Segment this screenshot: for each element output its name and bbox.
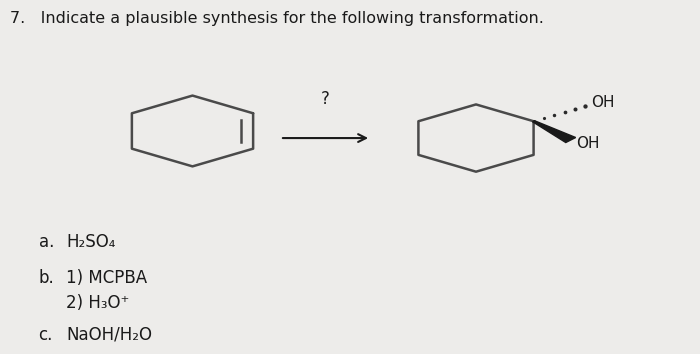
- Text: NaOH/H₂O: NaOH/H₂O: [66, 326, 153, 343]
- Polygon shape: [533, 121, 575, 143]
- Text: a.: a.: [38, 234, 54, 251]
- Text: b.: b.: [38, 269, 55, 287]
- Text: 1) MCPBA: 1) MCPBA: [66, 269, 148, 287]
- Text: OH: OH: [591, 95, 614, 110]
- Text: ?: ?: [321, 90, 330, 108]
- Text: OH: OH: [576, 136, 600, 151]
- Text: 2) H₃O⁺: 2) H₃O⁺: [66, 294, 130, 312]
- Text: 7.   Indicate a plausible synthesis for the following transformation.: 7. Indicate a plausible synthesis for th…: [10, 11, 545, 25]
- Text: H₂SO₄: H₂SO₄: [66, 234, 116, 251]
- Text: c.: c.: [38, 326, 53, 343]
